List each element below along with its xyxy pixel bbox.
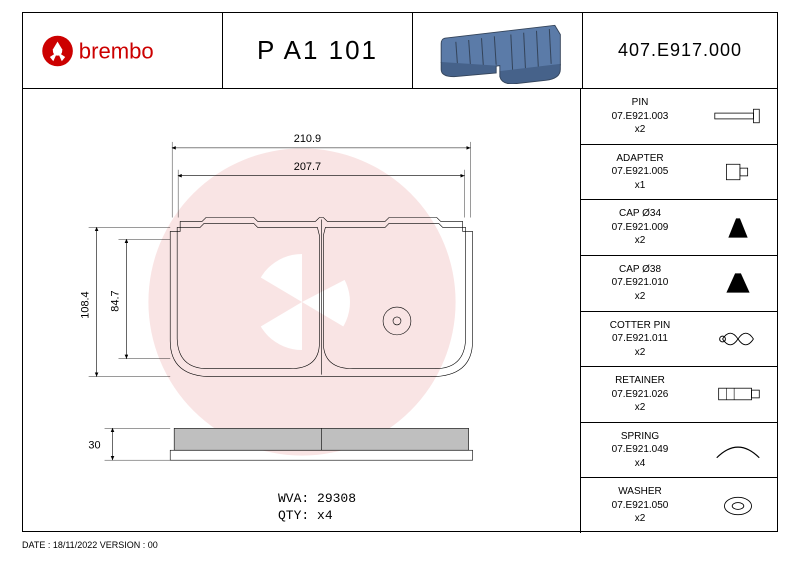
component-row: CAP Ø34 07.E921.009 x2 bbox=[581, 200, 777, 256]
body-row: 210.9 207.7 108.4 84.7 30 bbox=[23, 89, 777, 533]
wva-number: 29308 bbox=[317, 491, 356, 506]
component-row: WASHER 07.E921.050 x2 bbox=[581, 478, 777, 533]
kit-code: 407.E917.000 bbox=[583, 13, 777, 88]
part-number: P A1 101 bbox=[223, 13, 413, 88]
brand-logo-cell: brembo bbox=[23, 13, 223, 88]
main-drawing-area: 210.9 207.7 108.4 84.7 30 bbox=[23, 89, 581, 533]
dim-thickness: 30 bbox=[88, 439, 100, 451]
component-text: CAP Ø38 07.E921.010 x2 bbox=[581, 263, 699, 304]
component-text: PIN 07.E921.003 x2 bbox=[581, 96, 699, 137]
footer-date-version: DATE : 18/11/2022 VERSION : 00 bbox=[22, 540, 158, 550]
dim-height-inner: 84.7 bbox=[109, 290, 121, 311]
side-view bbox=[170, 428, 472, 460]
dim-width-outer: 210.9 bbox=[294, 133, 321, 145]
qty-value: x4 bbox=[317, 508, 333, 523]
spring-icon bbox=[699, 430, 777, 470]
retainer-icon bbox=[699, 374, 777, 414]
components-sidebar: PIN 07.E921.003 x2 ADAPTER 07.E921.005 x… bbox=[581, 89, 777, 533]
component-text: CAP Ø34 07.E921.009 x2 bbox=[581, 207, 699, 248]
component-row: RETAINER 07.E921.026 x2 bbox=[581, 367, 777, 423]
component-text: RETAINER 07.E921.026 x2 bbox=[581, 374, 699, 415]
technical-drawing: 210.9 207.7 108.4 84.7 30 bbox=[23, 89, 580, 533]
brake-pad-3d-icon bbox=[423, 18, 573, 84]
qty-label: QTY: bbox=[278, 508, 309, 523]
cap-38-icon bbox=[699, 263, 777, 303]
component-text: WASHER 07.E921.050 x2 bbox=[581, 485, 699, 526]
component-text: COTTER PIN 07.E921.011 x2 bbox=[581, 319, 699, 360]
pin-icon bbox=[699, 96, 777, 136]
component-text: ADAPTER 07.E921.005 x1 bbox=[581, 152, 699, 193]
cotter-pin-icon bbox=[699, 319, 777, 359]
dim-height-outer: 108.4 bbox=[80, 291, 92, 318]
header-row: brembo P A1 101 4 bbox=[23, 13, 777, 89]
wva-label: WVA: bbox=[278, 491, 309, 506]
brand-text: brembo bbox=[78, 38, 153, 63]
component-row: PIN 07.E921.003 x2 bbox=[581, 89, 777, 145]
product-info: WVA: 29308 QTY: x4 bbox=[278, 490, 356, 525]
cap-34-icon bbox=[699, 208, 777, 248]
component-row: CAP Ø38 07.E921.010 x2 bbox=[581, 256, 777, 312]
component-row: ADAPTER 07.E921.005 x1 bbox=[581, 145, 777, 201]
product-thumbnail-cell bbox=[413, 13, 583, 88]
dim-width-inner: 207.7 bbox=[294, 161, 321, 173]
adapter-icon bbox=[699, 152, 777, 192]
datasheet-frame: brembo P A1 101 4 bbox=[22, 12, 778, 532]
brembo-logo: brembo bbox=[38, 31, 208, 71]
component-row: COTTER PIN 07.E921.011 x2 bbox=[581, 312, 777, 368]
component-text: SPRING 07.E921.049 x4 bbox=[581, 430, 699, 471]
front-view bbox=[170, 218, 472, 377]
component-row: SPRING 07.E921.049 x4 bbox=[581, 423, 777, 479]
washer-icon bbox=[699, 486, 777, 526]
